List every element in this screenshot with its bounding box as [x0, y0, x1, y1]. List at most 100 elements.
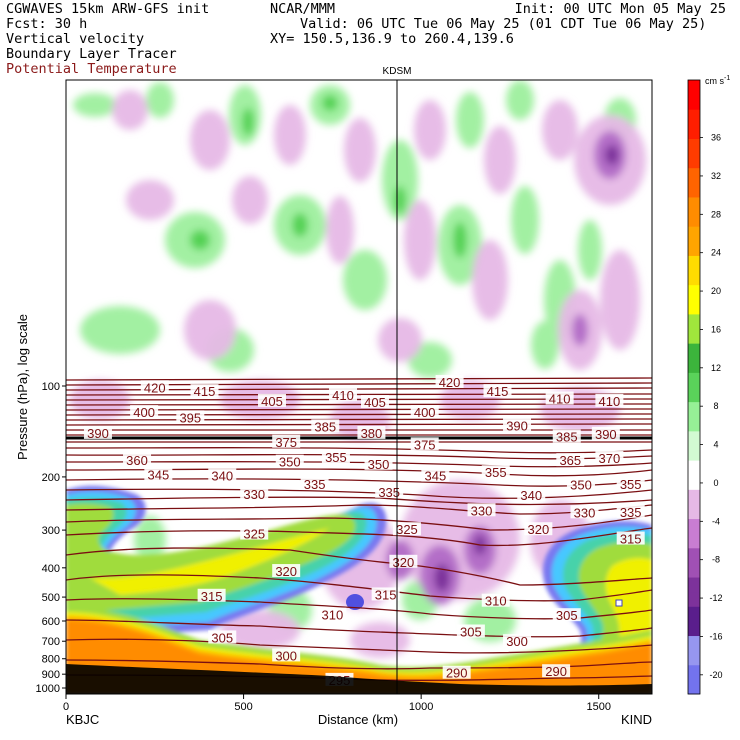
x-tick-label: 0	[63, 701, 69, 713]
theta-label: 290	[446, 666, 468, 681]
theta-label: 315	[620, 532, 642, 547]
colorbar-tick-label: 12	[711, 363, 721, 373]
theta-label-bg	[442, 665, 471, 679]
y-tick-label: 300	[42, 525, 60, 537]
colorbar-swatch	[688, 650, 700, 666]
theta-label-bg	[483, 384, 512, 398]
colorbar-swatch	[688, 445, 700, 461]
colorbar: 36 32 28 24 20 16 12 8 4 0 -4 -8 -12 -16 -20	[687, 79, 723, 695]
colorbar-swatch	[688, 226, 700, 242]
theta-label: 410	[599, 394, 621, 409]
theta-label: 390	[595, 427, 617, 442]
theta-label: 400	[133, 405, 155, 420]
theta-label-bg	[456, 624, 485, 638]
y-tick-label: 700	[42, 636, 60, 648]
theta-label-bg	[176, 410, 205, 424]
colorbar-tick-label: 36	[711, 133, 721, 143]
colorbar-swatch	[688, 284, 700, 300]
colorbar-swatch	[688, 80, 700, 96]
colorbar-border	[687, 79, 701, 695]
colorbar-swatch	[688, 416, 700, 432]
colorbar-swatch	[688, 489, 700, 505]
theta-label-bg	[240, 487, 269, 501]
theta-label-bg	[481, 465, 510, 479]
theta-label: 410	[549, 392, 571, 407]
theta-label: 315	[375, 587, 397, 602]
theta-label: 415	[194, 384, 216, 399]
theta-label-bg	[197, 588, 226, 602]
theta-label-bg	[616, 476, 645, 490]
colorbar-tick-label: 24	[711, 248, 721, 258]
theta-label-bg	[190, 384, 219, 398]
colorbar-swatch	[688, 518, 700, 534]
colorbar-swatch	[688, 679, 700, 695]
colorbar-swatch	[688, 240, 700, 256]
theta-label: 335	[304, 477, 326, 492]
theta-label: 330	[471, 503, 493, 518]
x-tick-label: 1000	[409, 701, 433, 713]
colorbar-tick-label: 28	[711, 209, 721, 219]
theta-label-bg	[371, 587, 400, 601]
colorbar-swatch	[688, 211, 700, 227]
theta-label-bg	[240, 526, 269, 540]
x-start-station: KBJC	[66, 712, 99, 727]
theta-label-bg	[392, 522, 421, 536]
theta-label: 300	[275, 648, 297, 663]
colorbar-swatch	[688, 109, 700, 125]
theta-label: 420	[439, 375, 461, 390]
theta-label-bg	[311, 419, 340, 433]
theta-label: 385	[314, 419, 336, 434]
header-center: NCAR/MMM Valid: 06 UTC Tue 06 May 25 (01…	[270, 2, 706, 47]
theta-label-bg	[275, 454, 304, 468]
colorbar-swatch	[688, 620, 700, 637]
y-tick-label: 800	[42, 654, 60, 666]
theta-label: 335	[378, 485, 400, 500]
theta-label-bg	[595, 450, 624, 464]
organization: NCAR/MMM	[270, 1, 336, 17]
colorbar-swatch	[688, 547, 700, 563]
theta-label-bg	[123, 453, 152, 467]
theta-label-bg	[140, 380, 169, 394]
theta-labels: 420 415 410 405 405 420 415 410 410 400 395 400 390 3…	[83, 375, 645, 688]
theta-label: 330	[243, 487, 265, 502]
theta-label-bg	[144, 467, 173, 481]
theta-label: 405	[261, 394, 283, 409]
theta-label: 335	[620, 505, 642, 520]
colorbar-swatch	[688, 577, 700, 593]
terrain	[66, 664, 652, 694]
colorbar-swatch	[688, 328, 700, 344]
theta-label-bg	[552, 608, 581, 622]
theta-label: 345	[425, 469, 447, 484]
theta-label: 390	[87, 426, 109, 441]
y-tick-label: 1000	[36, 683, 60, 695]
theta-label-bg	[272, 564, 301, 578]
theta-label: 305	[211, 630, 233, 645]
colorbar-swatch	[688, 533, 700, 549]
theta-label: 345	[147, 467, 169, 482]
theta-label: 355	[485, 465, 507, 480]
x-axis-label: Distance (km)	[318, 712, 398, 727]
theta-label-bg	[591, 426, 620, 440]
theta-label-bg	[130, 405, 159, 419]
field-vertical-velocity: Vertical velocity	[6, 31, 145, 47]
theta-label-bg	[566, 477, 595, 491]
theta-label-bg	[556, 453, 585, 467]
field-boundary-layer-tracer: Boundary Layer Tracer	[6, 46, 177, 62]
colorbar-swatch	[688, 372, 700, 388]
header-left: CGWAVES 15km ARW-GFS init Fcst: 30 h Ver…	[6, 2, 209, 77]
theta-label-bg	[208, 630, 237, 644]
init-time: Init: 00 UTC Mon 05 May 25	[514, 1, 726, 17]
theta-label: 305	[556, 608, 578, 623]
theta-label: 320	[393, 555, 415, 570]
colorbar-swatch	[688, 153, 700, 169]
theta-label-bg	[321, 450, 350, 464]
theta-label-bg	[545, 391, 574, 405]
plot-area: 420 415 410 405 405 420 415 410 410 400 395 400 390 3…	[66, 80, 652, 694]
theta-label-bg	[272, 434, 301, 448]
theta-label-bg	[83, 425, 112, 439]
theta-label: 330	[574, 505, 596, 520]
x-tick-label: 500	[234, 701, 252, 713]
theta-label: 325	[396, 522, 418, 537]
colorbar-tick-label: -16	[709, 631, 722, 641]
